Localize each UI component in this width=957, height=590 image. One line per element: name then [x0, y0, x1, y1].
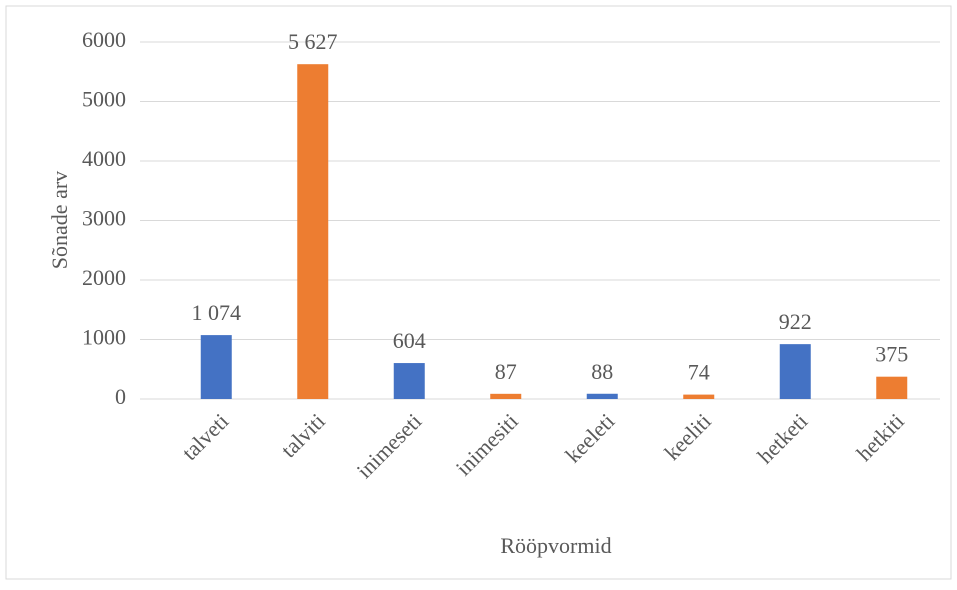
bar: [876, 376, 908, 399]
data-label: 5 627: [288, 29, 338, 54]
bar: [490, 393, 522, 399]
y-tick-label: 6000: [82, 27, 126, 52]
bar: [297, 64, 329, 400]
data-label: 604: [393, 328, 426, 353]
data-label: 87: [495, 359, 517, 384]
data-label: 88: [591, 359, 613, 384]
data-label: 922: [779, 309, 812, 334]
y-tick-label: 5000: [82, 87, 126, 112]
chart-border: [5, 5, 952, 580]
bar: [779, 344, 811, 399]
bar: [200, 335, 232, 399]
x-axis-title: Rööpvormid: [500, 533, 611, 558]
y-tick-label: 3000: [82, 206, 126, 231]
data-label: 375: [875, 342, 908, 367]
y-tick-label: 1000: [82, 325, 126, 350]
bar: [586, 393, 618, 399]
y-tick-label: 4000: [82, 146, 126, 171]
data-label: 74: [688, 360, 710, 385]
y-tick-label: 0: [115, 384, 126, 409]
data-label: 1 074: [192, 300, 242, 325]
y-axis-title: Sõnade arv: [47, 171, 72, 269]
bar: [683, 394, 715, 399]
y-tick-label: 2000: [82, 265, 126, 290]
bar: [393, 363, 425, 399]
